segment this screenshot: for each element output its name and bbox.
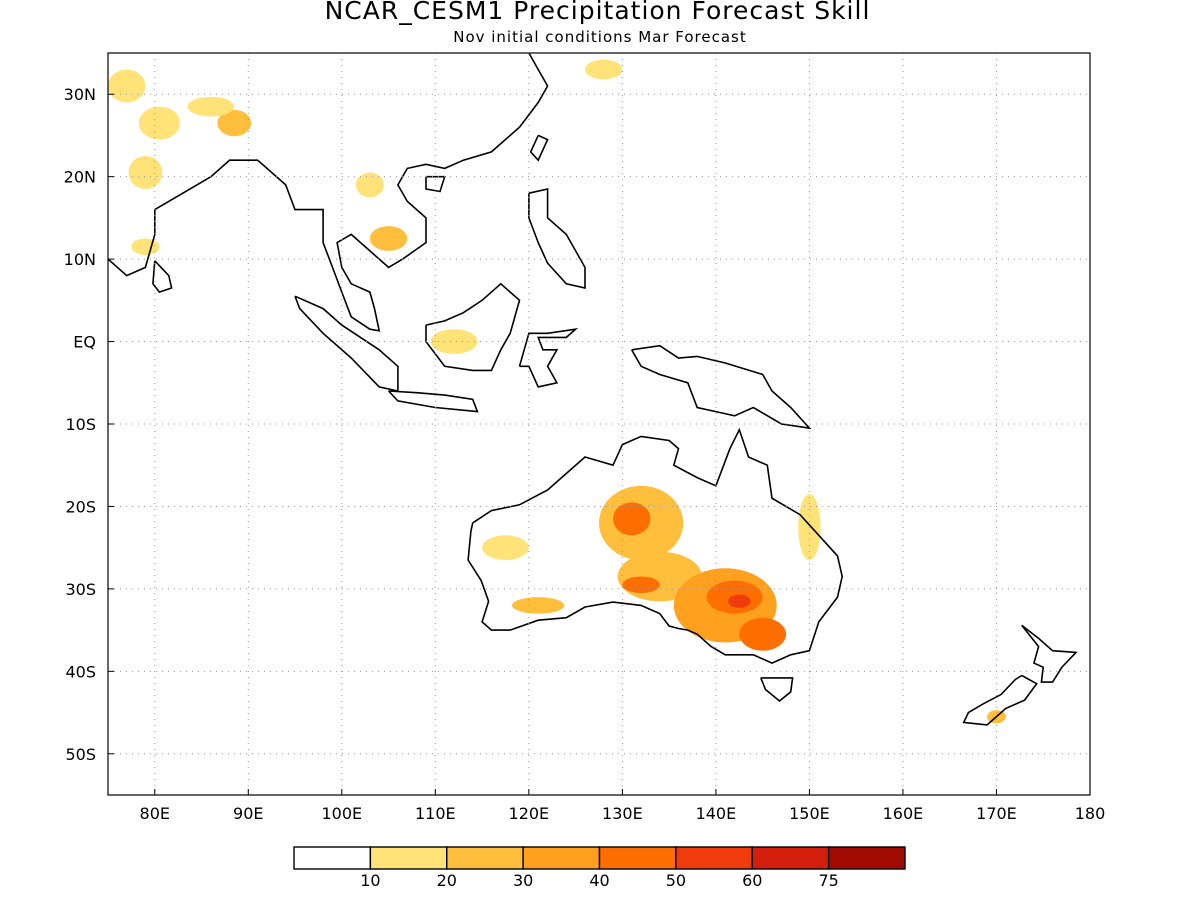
lon-tick-label: 100E bbox=[321, 804, 362, 823]
colorbar-swatch bbox=[598, 846, 677, 870]
coastline-borneo bbox=[425, 282, 521, 372]
colorbar-level-label: 50 bbox=[666, 871, 686, 890]
colorbar-swatch bbox=[293, 846, 372, 870]
coastline-asia-mainland bbox=[108, 53, 549, 332]
lat-tick-label: 10S bbox=[65, 415, 96, 434]
skill-region bbox=[728, 594, 751, 608]
lon-tick-label: 90E bbox=[233, 804, 263, 823]
lat-tick-label: 30N bbox=[64, 85, 96, 104]
lon-tick-label: 180 bbox=[1075, 804, 1106, 823]
colorbar-level-label: 75 bbox=[818, 871, 838, 890]
skill-region bbox=[355, 172, 384, 198]
colorbar-swatch bbox=[369, 846, 448, 870]
map-subtitle: Nov initial conditions Mar Forecast bbox=[453, 28, 747, 46]
map-title: NCAR_CESM1 Precipitation Forecast Skill bbox=[324, 0, 871, 25]
colorbar-level-label: 20 bbox=[437, 871, 457, 890]
lon-tick-label: 120E bbox=[509, 804, 550, 823]
skill-region bbox=[622, 576, 660, 594]
skill-region bbox=[739, 617, 787, 651]
colorbar-level-label: 10 bbox=[360, 871, 380, 890]
coastline-nz-south bbox=[962, 674, 1038, 726]
skill-region bbox=[430, 329, 478, 354]
lat-tick-label: 40S bbox=[65, 662, 96, 681]
coastline-hainan bbox=[425, 175, 446, 193]
skill-region bbox=[482, 535, 529, 561]
colorbar-swatch bbox=[751, 846, 830, 870]
coastline-taiwan bbox=[529, 134, 549, 162]
coastline-tasmania bbox=[760, 677, 794, 703]
skill-region bbox=[512, 597, 565, 614]
lat-tick-label: 10N bbox=[64, 250, 96, 269]
lon-tick-label: 130E bbox=[602, 804, 643, 823]
gridlines bbox=[108, 53, 1090, 795]
colorbar-legend: 10 20 30 40 50 60 75 bbox=[293, 846, 906, 890]
coastline-sulawesi bbox=[518, 328, 579, 388]
coastline-philippines bbox=[528, 188, 586, 289]
skill-region bbox=[138, 106, 181, 140]
colorbar-level-label: 30 bbox=[513, 871, 533, 890]
lon-tick-label: 140E bbox=[696, 804, 737, 823]
lat-tick-label: 30S bbox=[65, 580, 96, 599]
colorbar-swatch bbox=[827, 846, 906, 870]
skill-shading-layer bbox=[108, 59, 1006, 724]
lat-tick-label: 50S bbox=[65, 745, 96, 764]
skill-region bbox=[369, 226, 408, 251]
coastline-nz-north bbox=[1021, 624, 1078, 683]
skill-region bbox=[217, 109, 252, 137]
lon-tick-label: 110E bbox=[415, 804, 456, 823]
lat-tick-label: 20N bbox=[64, 168, 96, 187]
skill-region bbox=[187, 96, 235, 117]
skill-region bbox=[108, 69, 146, 103]
lon-tick-label: 160E bbox=[883, 804, 924, 823]
colorbar-swatch bbox=[675, 846, 753, 870]
coastline-sumatra bbox=[294, 295, 399, 392]
lat-tick-label: 20S bbox=[65, 497, 96, 516]
lon-tick-label: 150E bbox=[789, 804, 830, 823]
skill-region bbox=[131, 238, 160, 255]
skill-region bbox=[584, 59, 623, 80]
skill-region bbox=[613, 502, 651, 536]
coastline-layer bbox=[108, 53, 1078, 726]
lat-tick-label: EQ bbox=[73, 333, 96, 352]
coastline-australia bbox=[467, 427, 844, 664]
axis-ticks: 80E 90E 100E 110E 120E 130E 140E 150E 160E 170E 18… bbox=[64, 85, 1106, 823]
colorbar-swatch bbox=[522, 846, 601, 870]
colorbar-swatch bbox=[446, 846, 524, 870]
colorbar-level-label: 40 bbox=[589, 871, 609, 890]
colorbar-level-label: 60 bbox=[742, 871, 762, 890]
skill-region bbox=[128, 156, 163, 190]
coastline-java bbox=[388, 390, 479, 413]
coastline-sri-lanka bbox=[152, 260, 173, 294]
lon-tick-label: 170E bbox=[976, 804, 1017, 823]
lon-tick-label: 80E bbox=[140, 804, 170, 823]
coastline-new-guinea bbox=[631, 344, 812, 430]
